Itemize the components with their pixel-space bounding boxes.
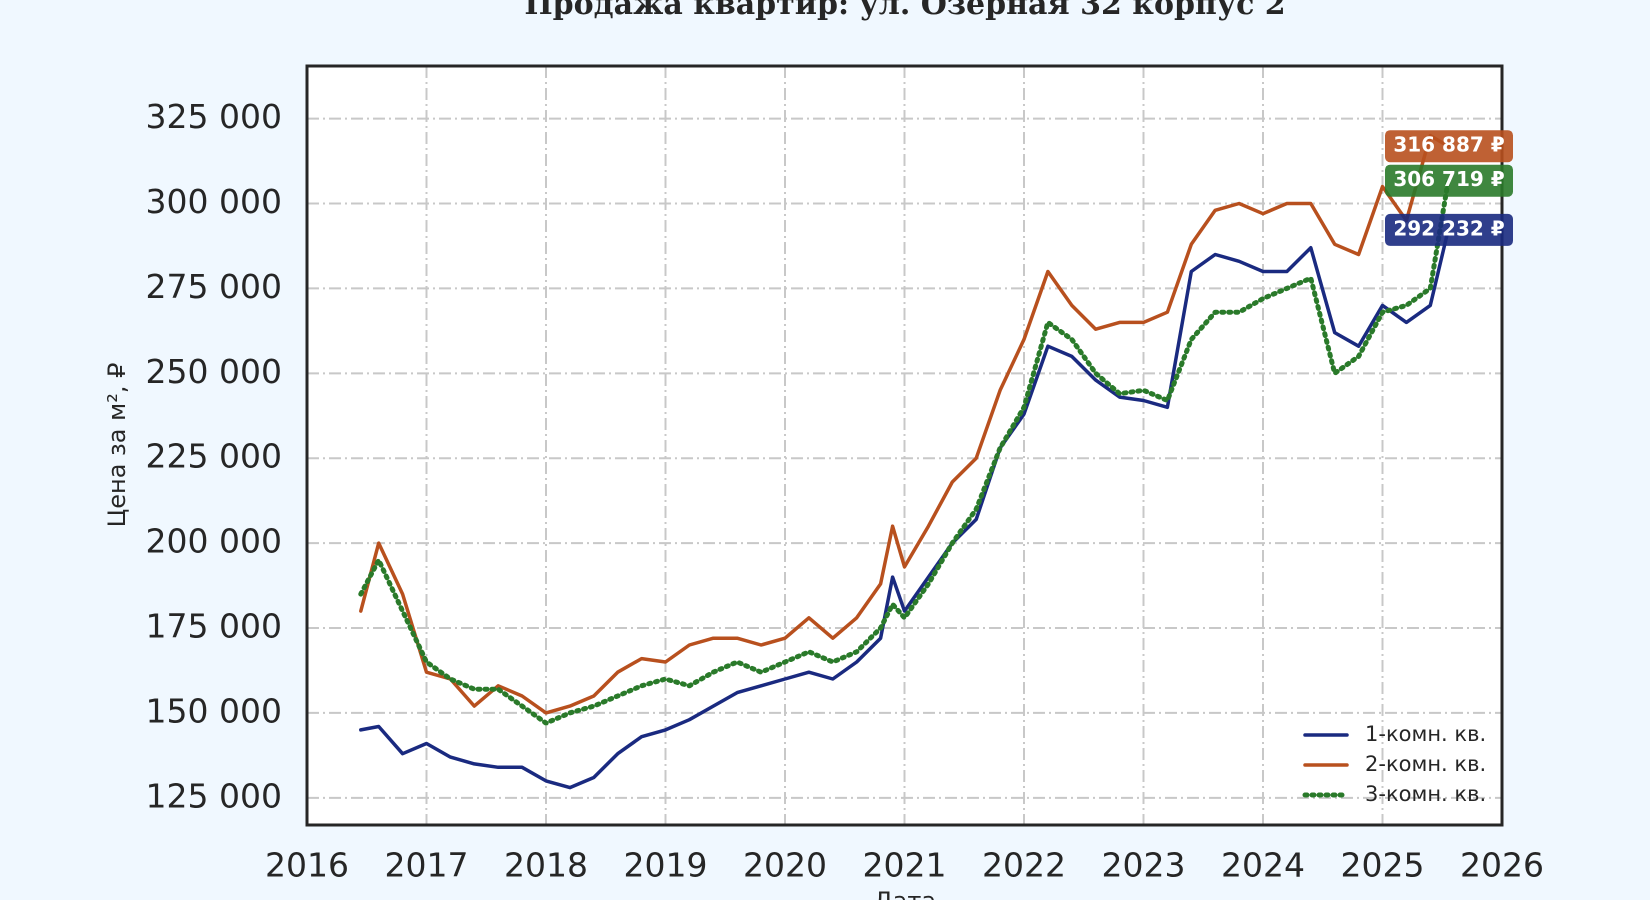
- end-label-text: 306 719 ₽: [1393, 167, 1504, 191]
- legend-label: 3-комн. кв.: [1365, 782, 1486, 806]
- x-tick-label: 2025: [1341, 846, 1425, 885]
- x-tick-label: 2019: [624, 846, 708, 885]
- x-tick-label: 2018: [504, 846, 588, 885]
- line: [358, 178, 1451, 726]
- y-tick-label: 150 000: [146, 691, 282, 730]
- y-tick-label: 300 000: [146, 182, 282, 221]
- chart-title: Продажа квартир: ул. Озерная 32 корпус 2: [524, 0, 1285, 22]
- y-tick-label: 250 000: [146, 352, 282, 391]
- y-tick-label: 125 000: [146, 776, 282, 815]
- end-label: 316 887 ₽: [1385, 130, 1513, 163]
- x-tick-label: 2023: [1102, 846, 1186, 885]
- x-tick-label: 2020: [743, 846, 827, 885]
- y-tick-label: 175 000: [146, 607, 282, 646]
- end-label: 292 232 ₽: [1385, 213, 1513, 246]
- x-tick-label: 2022: [982, 846, 1066, 885]
- y-tick-label: 325 000: [146, 97, 282, 136]
- y-tick-label: 225 000: [146, 437, 282, 476]
- x-axis-label: Дата: [874, 887, 936, 900]
- end-label-box: [1385, 164, 1513, 197]
- end-label: 306 719 ₽: [1385, 164, 1513, 197]
- line: [359, 133, 1450, 715]
- line: [359, 228, 1450, 790]
- end-label-text: 292 232 ₽: [1393, 216, 1504, 240]
- x-tick-label: 2016: [265, 846, 349, 885]
- x-tick-label: 2024: [1221, 846, 1305, 885]
- y-axis-label: Цена за м², ₽: [103, 363, 131, 528]
- end-label-box: [1385, 213, 1513, 246]
- y-tick-label: 200 000: [146, 522, 282, 561]
- x-tick-label: 2026: [1460, 846, 1544, 885]
- y-tick-label: 275 000: [146, 267, 282, 306]
- x-tick-label: 2021: [863, 846, 947, 885]
- legend-label: 1-комн. кв.: [1365, 722, 1486, 746]
- plot-frame: [305, 64, 1504, 827]
- end-label-box: [1385, 130, 1513, 163]
- x-tick-label: 2017: [385, 846, 469, 885]
- end-label-text: 316 887 ₽: [1393, 133, 1504, 157]
- legend-label: 2-комн. кв.: [1365, 752, 1486, 776]
